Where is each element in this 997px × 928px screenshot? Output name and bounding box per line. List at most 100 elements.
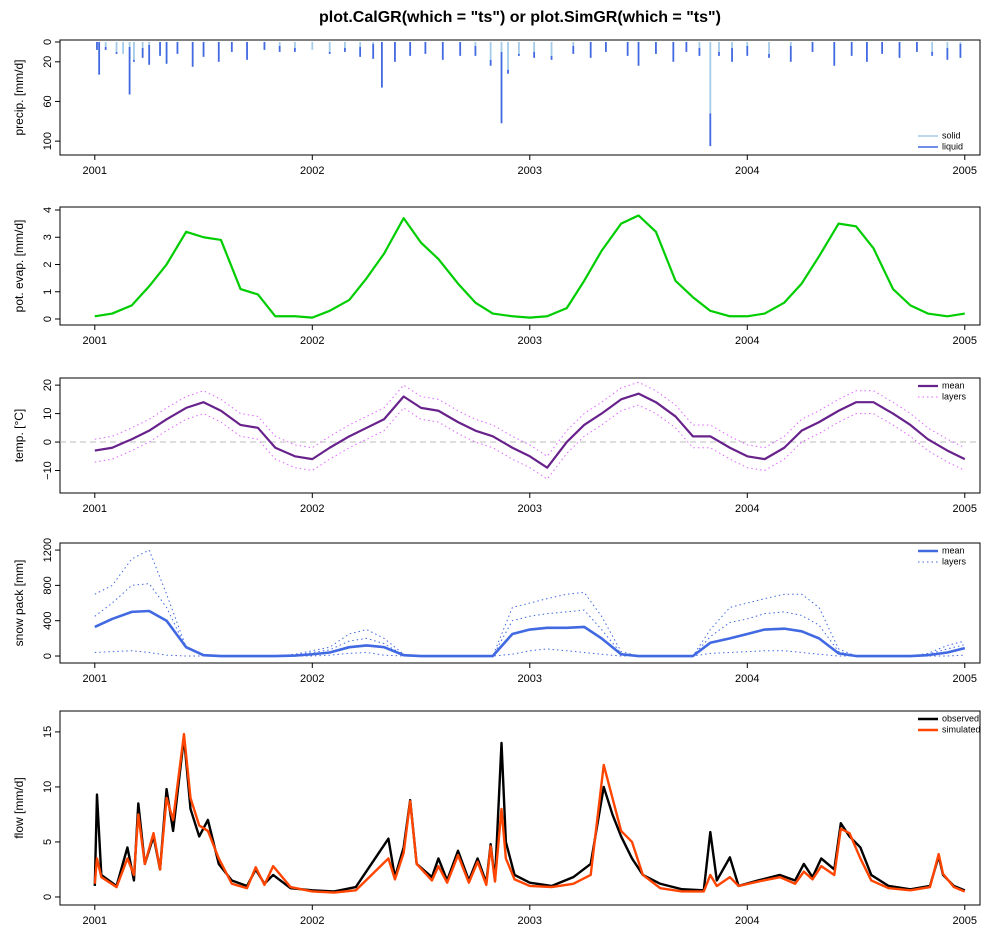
precip-bar	[133, 41, 135, 60]
legend-label: mean	[942, 545, 965, 555]
precip-bar	[746, 41, 749, 46]
precip-bar	[441, 41, 444, 60]
x-tick-label: 2004	[735, 165, 759, 177]
x-tick-label: 2003	[518, 915, 542, 927]
x-tick-label: 2002	[300, 503, 324, 515]
precip-bar	[115, 51, 118, 54]
precip-bar	[709, 113, 712, 147]
x-tick-label: 2002	[300, 915, 324, 927]
precip-bar	[328, 51, 331, 54]
x-tick-label: 2001	[83, 165, 107, 177]
precip-bar	[359, 46, 362, 57]
precip-bar	[916, 41, 918, 52]
legend-label: layers	[942, 556, 967, 566]
precip-bar	[768, 41, 770, 54]
precip-bar	[959, 41, 962, 44]
precip-bar	[533, 51, 536, 58]
precip-bar	[698, 41, 701, 48]
y-axis-label: snow pack [mm]	[12, 560, 26, 647]
precip-bar	[96, 41, 98, 50]
precip-bar	[626, 41, 629, 56]
y-tick-label: 800	[42, 576, 54, 594]
y-tick-label: 60	[42, 95, 54, 107]
legend-label: solid	[942, 130, 961, 140]
x-tick-label: 2003	[518, 165, 542, 177]
x-tick-label: 2001	[83, 335, 107, 347]
precip-bar	[372, 41, 375, 44]
precip-bar	[104, 41, 107, 47]
precip-bar	[489, 59, 492, 66]
precip-bar	[372, 43, 375, 59]
plot-frame	[59, 206, 981, 326]
y-tick-label: 0	[42, 894, 54, 900]
x-tick-label: 2004	[735, 915, 759, 927]
legend-label: simulated	[942, 724, 981, 734]
x-tick-label: 2004	[735, 335, 759, 347]
y-tick-label: 400	[42, 612, 54, 630]
legend-label: liquid	[942, 141, 963, 151]
precip-bar	[550, 55, 553, 60]
precip-bar	[293, 47, 296, 52]
y-tick-label: 4	[42, 207, 54, 213]
precip-bar	[698, 47, 701, 56]
series-line	[94, 404, 966, 480]
precip-bar	[746, 45, 749, 56]
series-line	[94, 381, 966, 457]
x-tick-label: 2005	[953, 915, 977, 927]
precip-bar	[507, 41, 509, 70]
precip-bar	[165, 41, 168, 64]
precip-bar	[141, 47, 144, 58]
precip-bar	[931, 51, 934, 56]
y-tick-label: 5	[42, 839, 54, 845]
precip-bar	[278, 41, 281, 46]
precip-bar	[789, 41, 792, 46]
series-line	[94, 549, 965, 657]
precip-bar	[533, 41, 536, 52]
precip-bar	[344, 47, 346, 52]
series-line	[93, 732, 966, 894]
precip-bar	[394, 41, 396, 62]
y-tick-label: 3	[42, 234, 54, 240]
precip-bar	[122, 41, 124, 54]
precip-bar	[148, 44, 151, 65]
precip-bar	[176, 41, 179, 54]
x-tick-label: 2003	[518, 503, 542, 515]
y-tick-label: 2	[42, 261, 54, 267]
y-tick-label: 1200	[42, 538, 54, 562]
precip-bar	[518, 41, 520, 54]
precip-bar	[230, 41, 233, 52]
x-tick-label: 2005	[953, 165, 977, 177]
x-tick-label: 2005	[953, 503, 977, 515]
series-line	[94, 392, 966, 469]
precip-bar	[141, 41, 144, 48]
precip-bar	[550, 41, 553, 56]
precip-bar	[931, 41, 934, 52]
y-tick-label: 15	[42, 726, 54, 738]
x-tick-label: 2004	[735, 503, 759, 515]
precip-bar	[246, 41, 248, 60]
precip-bar	[718, 51, 720, 56]
precip-bar	[518, 53, 520, 56]
precip-bar	[898, 41, 901, 58]
x-tick-label: 2004	[735, 673, 759, 685]
precip-bar	[605, 41, 607, 52]
figure-title: plot.CalGR(which = "ts") or plot.SimGR(w…	[319, 9, 721, 26]
y-axis-label: temp. [°C]	[12, 409, 26, 462]
legend-label: layers	[942, 391, 967, 401]
x-tick-label: 2005	[953, 335, 977, 347]
precip-bar	[148, 41, 151, 45]
precip-bar	[946, 47, 949, 60]
precip-bar	[850, 41, 853, 56]
precip-bar	[293, 41, 296, 48]
precip-bar	[409, 41, 412, 56]
x-tick-label: 2001	[83, 503, 107, 515]
precip-bar	[359, 41, 362, 47]
x-tick-label: 2001	[83, 673, 107, 685]
precip-bar	[946, 41, 949, 48]
precip-bar	[500, 41, 503, 52]
series-line	[94, 583, 965, 657]
precip-bar	[507, 69, 509, 74]
y-tick-label: 20	[42, 379, 54, 391]
precip-bar	[133, 59, 135, 62]
